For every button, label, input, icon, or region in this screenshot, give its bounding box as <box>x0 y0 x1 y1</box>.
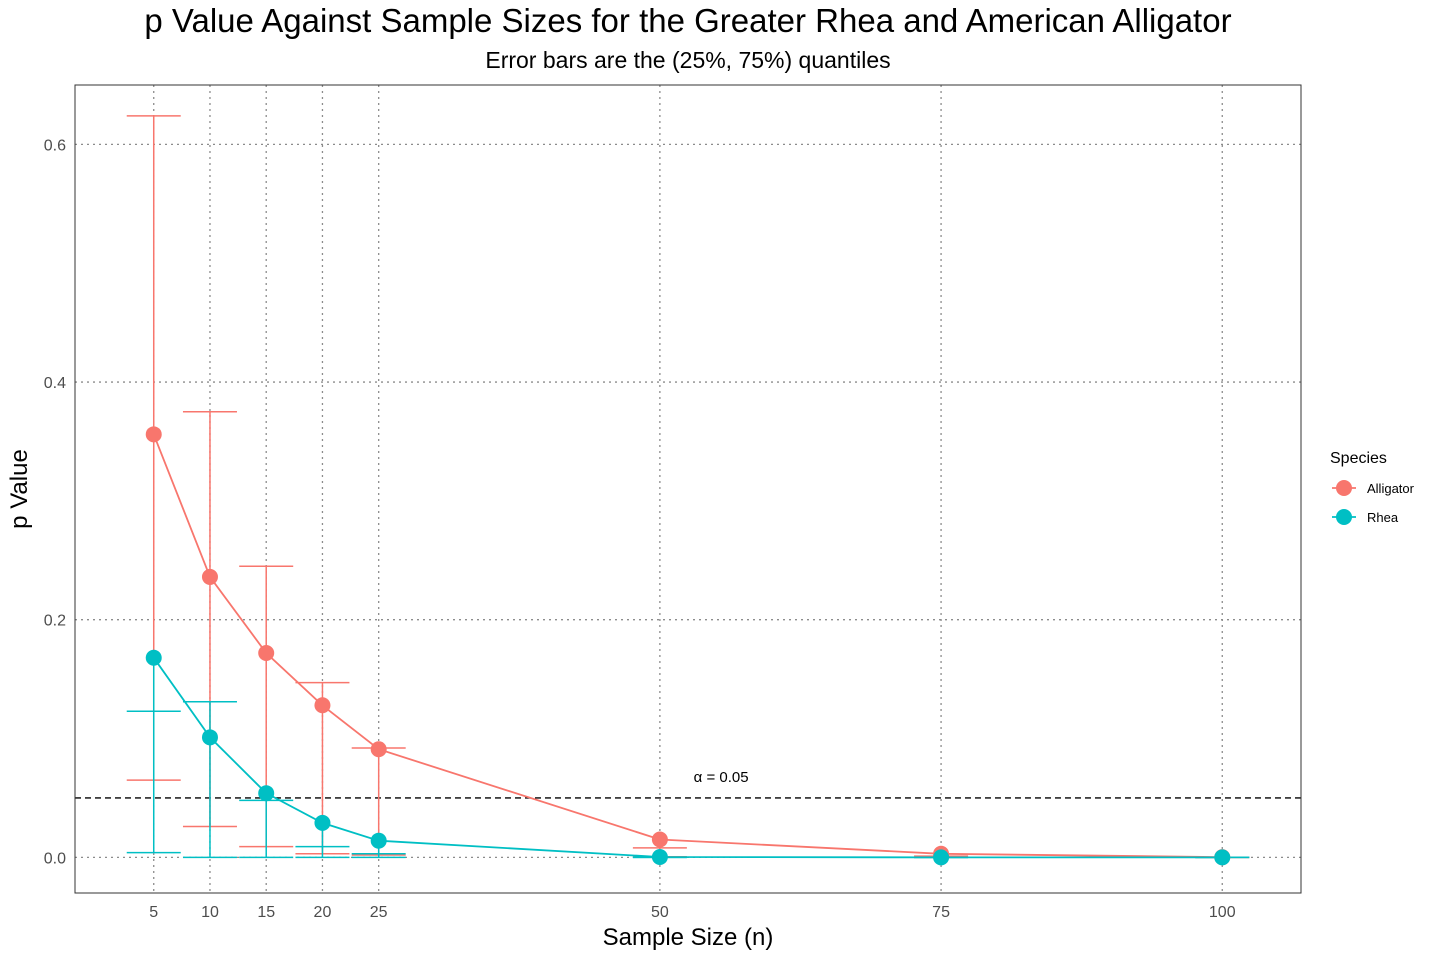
y-tick-label: 0.4 <box>44 375 66 392</box>
panel-border <box>74 84 1302 894</box>
y-tick-label: 0.0 <box>44 850 66 867</box>
chart-subtitle: Error bars are the (25%, 75%) quantiles <box>485 47 890 73</box>
x-tick-label: 5 <box>149 904 158 921</box>
tick-labels: 5 10 15 20 25 50 75 100 0.0 0.2 0.4 0.6 <box>44 137 1236 921</box>
series-lines <box>152 433 1223 859</box>
legend-keys: Alligator Rhea <box>1332 480 1415 525</box>
rhea-data-point <box>370 832 387 849</box>
rhea-data-point <box>933 849 950 866</box>
x-tick-label: 100 <box>1209 904 1236 921</box>
alligator-legend-label: Alligator <box>1367 481 1415 496</box>
legend: Species Alligator Rhea <box>1330 450 1415 525</box>
x-tick-label: 10 <box>201 904 219 921</box>
rhea-series-line <box>152 657 1223 859</box>
y-axis-title: p Value <box>6 449 33 529</box>
series-points <box>145 426 1231 866</box>
x-tick-label: 50 <box>651 904 669 921</box>
alpha-annotation: α = 0.05 <box>694 769 749 786</box>
alligator-data-point <box>370 741 387 758</box>
rhea-data-point <box>258 785 275 802</box>
error-bars <box>126 115 1250 859</box>
alligator-data-point <box>145 426 162 443</box>
rhea-legend-marker <box>1336 509 1352 525</box>
x-tick-label: 75 <box>932 904 950 921</box>
rhea-legend-label: Rhea <box>1367 510 1399 525</box>
rhea-data-point <box>651 848 668 865</box>
alligator-legend-marker <box>1336 480 1352 496</box>
alligator-data-point <box>258 644 275 661</box>
alpha-reference-line: α = 0.05 <box>75 769 1301 799</box>
rhea-data-point <box>145 649 162 666</box>
chart-title: p Value Against Sample Sizes for the Gre… <box>144 2 1231 39</box>
alligator-series-line <box>152 433 1223 858</box>
alligator-data-point <box>201 568 218 585</box>
y-tick-label: 0.2 <box>44 613 66 630</box>
x-tick-label: 25 <box>370 904 388 921</box>
x-tick-label: 15 <box>257 904 275 921</box>
rhea-data-point <box>201 729 218 746</box>
y-tick-label: 0.6 <box>44 137 66 154</box>
rhea-data-point <box>1214 849 1231 866</box>
x-tick-label: 20 <box>314 904 332 921</box>
grid-lines <box>75 85 1301 893</box>
legend-title: Species <box>1330 450 1387 467</box>
alligator-data-point <box>314 697 331 714</box>
x-axis-title: Sample Size (n) <box>603 924 774 951</box>
alligator-data-point <box>651 831 668 848</box>
rhea-data-point <box>314 814 331 831</box>
